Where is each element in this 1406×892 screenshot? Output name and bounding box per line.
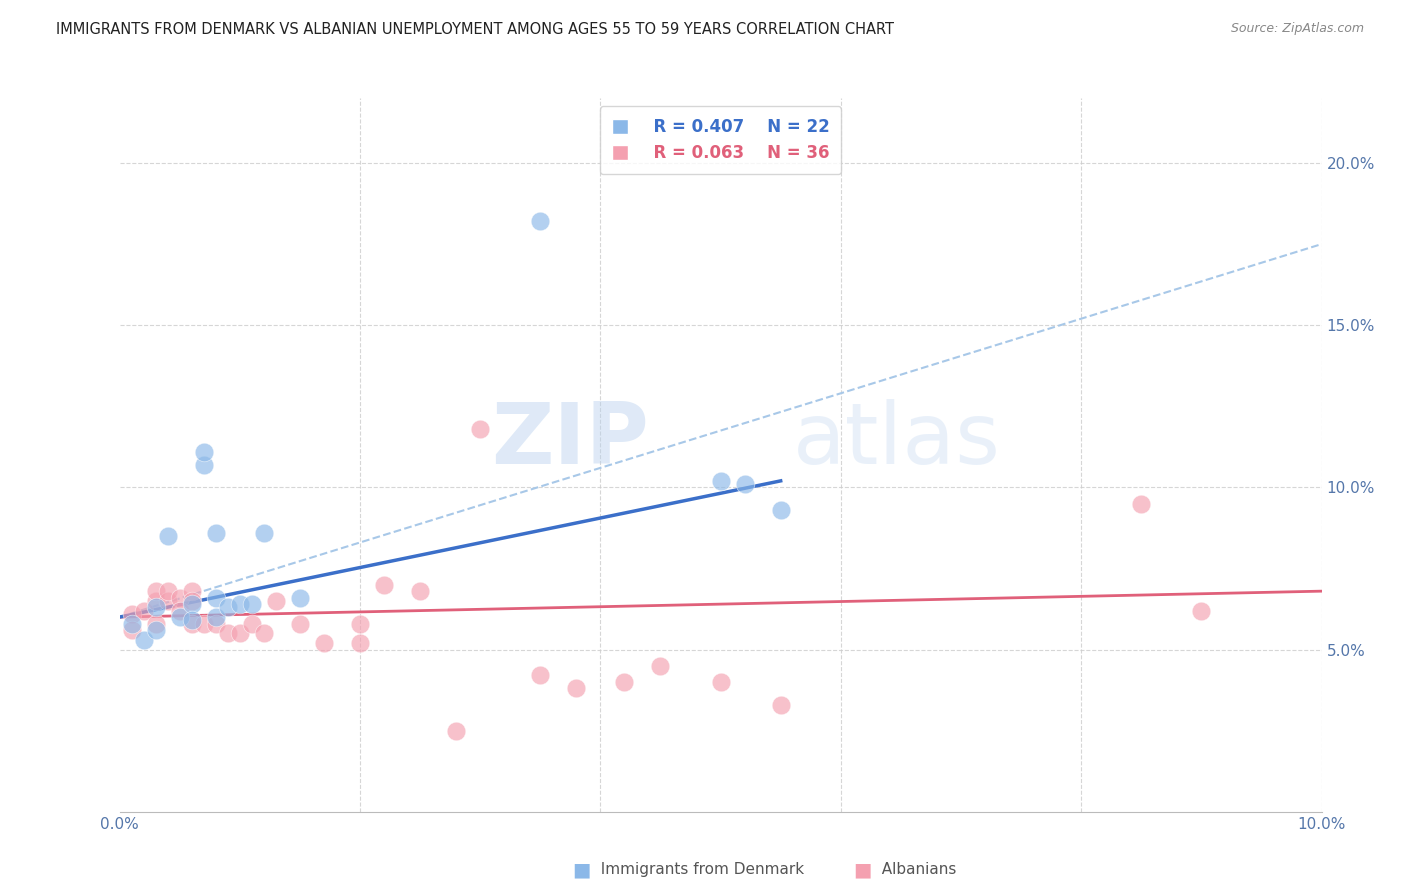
Point [769,698,792,712]
Point [650,658,672,673]
Point [204,616,226,631]
Point [253,525,276,540]
Text: ■: ■ [853,860,872,880]
Point [468,422,492,436]
Point [180,594,202,608]
Point [156,529,179,543]
Point [156,584,179,599]
Text: Albanians: Albanians [872,863,956,877]
Point [565,681,588,696]
Point [217,626,239,640]
Point [529,214,551,228]
Point [1130,497,1153,511]
Point [264,594,287,608]
Text: atlas: atlas [793,399,1001,483]
Point [193,616,215,631]
Point [204,525,226,540]
Point [145,600,167,615]
Point [145,584,167,599]
Point [145,594,167,608]
Point [1189,604,1212,618]
Point [193,444,215,458]
Point [121,607,143,621]
Point [121,616,143,631]
Point [204,591,226,605]
Point [288,591,311,605]
Text: IMMIGRANTS FROM DENMARK VS ALBANIAN UNEMPLOYMENT AMONG AGES 55 TO 59 YEARS CORRE: IMMIGRANTS FROM DENMARK VS ALBANIAN UNEM… [56,22,894,37]
Point [349,616,371,631]
Text: Source: ZipAtlas.com: Source: ZipAtlas.com [1230,22,1364,36]
Point [169,604,191,618]
Point [709,675,731,690]
Point [132,604,155,618]
Point [240,616,263,631]
Point [613,675,636,690]
Point [444,723,467,738]
Point [132,632,155,647]
Point [169,610,191,624]
Point [349,636,371,650]
Point [228,626,252,640]
Point [529,668,551,682]
Point [709,474,731,488]
Point [180,584,202,599]
Point [121,623,143,637]
Point [253,626,276,640]
Point [228,597,252,611]
Point [409,584,432,599]
Point [312,636,335,650]
Point [180,616,202,631]
Text: ZIP: ZIP [491,399,648,483]
Text: Immigrants from Denmark: Immigrants from Denmark [591,863,804,877]
Point [240,597,263,611]
Point [288,616,311,631]
Point [180,597,202,611]
Point [169,591,191,605]
Point [373,577,395,591]
Point [769,503,792,517]
Legend:   R = 0.407    N = 22,   R = 0.063    N = 36: R = 0.407 N = 22, R = 0.063 N = 36 [600,106,841,174]
Text: ■: ■ [572,860,591,880]
Point [734,477,756,491]
Point [204,610,226,624]
Point [217,600,239,615]
Point [180,613,202,627]
Point [156,594,179,608]
Point [193,458,215,472]
Point [145,623,167,637]
Point [145,616,167,631]
